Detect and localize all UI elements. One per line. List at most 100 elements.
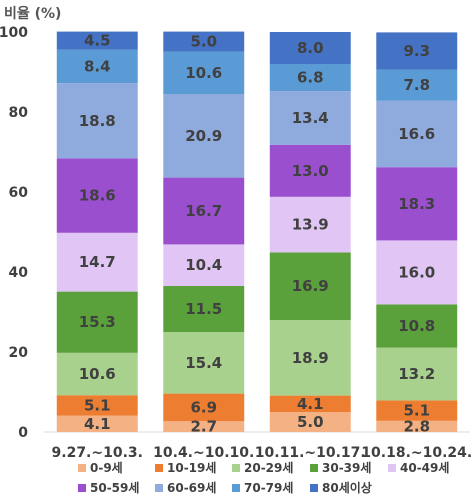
bar-segment	[56, 31, 138, 50]
category-labels: 9.27.~10.3. 10.4.~10.10. 10.11.~10.17.10.1…	[52, 445, 473, 461]
legend-label: 80세이상	[322, 480, 372, 495]
x-tick-label: 9.27.~10.3.	[52, 445, 143, 461]
bar-segment	[56, 352, 138, 396]
data-label: 7.8	[403, 76, 430, 94]
data-label: 4.1	[84, 415, 111, 433]
x-tick-label: 10.18.~10.24.	[361, 445, 472, 461]
data-label: 18.9	[292, 349, 329, 367]
data-label: 8.4	[84, 57, 111, 75]
legend-label: 10-19세	[167, 460, 216, 475]
data-label: 6.8	[297, 69, 324, 87]
legend-swatch	[232, 464, 240, 472]
data-label: 10.8	[398, 317, 435, 335]
data-label: 9.3	[403, 42, 430, 60]
bar-segment	[163, 332, 245, 394]
data-label: 16.0	[398, 263, 435, 281]
bar-segment	[269, 395, 351, 412]
legend-swatch	[78, 464, 86, 472]
data-label: 18.6	[79, 187, 116, 205]
bar-segment	[163, 31, 245, 52]
bar-segment	[163, 393, 245, 422]
x-tick-label: 10.4.~10.10.	[153, 445, 254, 461]
bar-segment	[376, 167, 458, 241]
bar-segment	[56, 291, 138, 353]
data-label: 10.6	[79, 365, 116, 383]
legend-label: 30-39세	[322, 460, 371, 475]
data-label: 18.8	[79, 112, 116, 130]
data-label: 13.9	[292, 216, 329, 234]
data-label: 5.1	[403, 402, 430, 420]
bar-segment	[376, 420, 458, 432]
legend-label: 0-9세	[90, 460, 123, 475]
legend-label: 60-69세	[167, 480, 216, 495]
data-label: 5.0	[297, 413, 324, 431]
data-label: 6.9	[190, 398, 217, 416]
data-label: 10.4	[185, 256, 222, 274]
bar-segment	[56, 158, 138, 233]
y-tick-label: 80	[9, 105, 29, 121]
data-label: 8.0	[297, 39, 324, 57]
bar-segment	[269, 412, 351, 432]
y-tick-label: 60	[9, 185, 29, 201]
data-label: 16.9	[292, 277, 329, 295]
y-tick-label: 100	[0, 25, 28, 41]
legend-swatch	[310, 464, 318, 472]
bar-segment	[56, 395, 138, 416]
legend-swatch	[78, 484, 86, 492]
y-axis-label: 비율 (%)	[4, 5, 61, 22]
bar-segment	[376, 32, 458, 70]
data-label: 11.5	[185, 300, 222, 318]
data-label: 13.2	[398, 365, 435, 383]
bar-segment	[163, 177, 245, 245]
data-label: 4.1	[297, 395, 324, 413]
legend-label: 40-49세	[400, 460, 449, 475]
bar-segment	[376, 69, 458, 101]
bar-segment	[269, 144, 351, 197]
bar-segment	[376, 240, 458, 305]
legend-swatch	[155, 464, 163, 472]
data-label: 4.5	[84, 32, 111, 50]
bar-segment	[269, 252, 351, 320]
bar-segment	[163, 286, 245, 332]
data-label: 2.7	[190, 418, 217, 436]
legend-swatch	[388, 464, 396, 472]
legend-swatch	[232, 484, 240, 492]
bar-segment	[376, 304, 458, 348]
bar-segment	[163, 51, 245, 94]
bar-segment	[163, 244, 245, 286]
bar-segment	[56, 83, 138, 159]
y-tick-label: 0	[18, 425, 28, 441]
legend-label: 50-59세	[90, 480, 139, 495]
y-axis-ticks: 0 20 40 60 80 100	[0, 25, 28, 441]
legend-label: 70-79세	[244, 480, 293, 495]
data-label: 13.0	[292, 162, 329, 180]
x-tick-label: 10.11.~10.17.	[255, 445, 366, 461]
data-label: 10.6	[185, 64, 222, 82]
bar-segment	[376, 100, 458, 168]
data-label: 16.7	[185, 202, 222, 220]
bar-segment	[163, 421, 245, 432]
bar-segment	[376, 347, 458, 401]
legend-swatch	[155, 484, 163, 492]
bar-segment	[56, 232, 138, 292]
data-label: 14.7	[79, 253, 116, 271]
bars	[56, 31, 458, 432]
bar-segment	[376, 400, 458, 421]
data-label: 5.1	[84, 396, 111, 414]
data-label: 2.8	[403, 417, 430, 435]
bar-segment	[269, 196, 351, 253]
y-tick-label: 20	[9, 345, 29, 361]
data-label: 15.3	[79, 313, 116, 331]
bar-segment	[56, 415, 138, 432]
y-tick-label: 40	[9, 265, 29, 281]
legend: 0-9세 10-19세 20-29세 30-39세 40-49세 50-59세 60-69세…	[78, 460, 449, 495]
legend-swatch	[310, 484, 318, 492]
legend-label: 20-29세	[244, 460, 293, 475]
bar-segment	[163, 94, 245, 178]
data-label: 18.3	[398, 195, 435, 213]
data-label: 5.0	[190, 33, 217, 51]
data-label: 20.9	[185, 127, 222, 145]
bar-segment	[269, 91, 351, 145]
bar-segment	[269, 32, 351, 64]
